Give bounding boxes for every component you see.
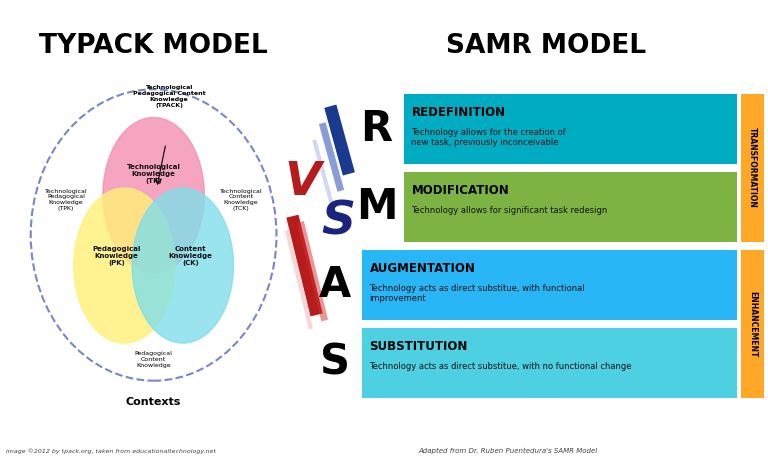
FancyBboxPatch shape xyxy=(404,172,737,242)
Text: Technology acts as direct substitue, with no functional change: Technology acts as direct substitue, wit… xyxy=(369,362,632,371)
Text: Technological
Pedagogical Content
Knowledge
(TPACK): Technological Pedagogical Content Knowle… xyxy=(133,85,205,108)
Text: TYPACK MODEL: TYPACK MODEL xyxy=(39,33,268,59)
Text: ENHANCEMENT: ENHANCEMENT xyxy=(748,290,756,357)
Text: A: A xyxy=(319,264,351,306)
FancyBboxPatch shape xyxy=(362,328,737,398)
FancyBboxPatch shape xyxy=(741,250,764,398)
Text: S: S xyxy=(321,199,356,244)
Text: Contexts: Contexts xyxy=(126,397,181,407)
Text: Content
Knowledge
(CK): Content Knowledge (CK) xyxy=(168,246,213,266)
FancyBboxPatch shape xyxy=(741,94,764,242)
Text: SUBSTITUTION: SUBSTITUTION xyxy=(369,340,468,353)
Text: Adapted from Dr. Ruben Puentedura's SAMR Model: Adapted from Dr. Ruben Puentedura's SAMR… xyxy=(419,447,598,454)
Circle shape xyxy=(132,188,233,343)
Text: Technological
Content
Knowledge
(TCK): Technological Content Knowledge (TCK) xyxy=(220,188,263,211)
Circle shape xyxy=(103,118,204,273)
Text: MODIFICATION: MODIFICATION xyxy=(412,184,509,197)
Text: M: M xyxy=(356,186,397,228)
Text: TRANSFORMATION: TRANSFORMATION xyxy=(748,127,756,208)
Text: REDEFINITION: REDEFINITION xyxy=(412,106,505,119)
Text: S: S xyxy=(319,342,349,384)
Text: Technological
Pedagogical
Knowledge
(TPK): Technological Pedagogical Knowledge (TPK… xyxy=(45,188,88,211)
Text: Technology acts as direct substitue, with functional
improvement: Technology acts as direct substitue, wit… xyxy=(369,284,585,303)
Text: Pedagogical
Knowledge
(PK): Pedagogical Knowledge (PK) xyxy=(93,246,141,266)
FancyBboxPatch shape xyxy=(362,250,737,320)
Text: image ©2012 by tpack.org, taken from educationaltechnology.net: image ©2012 by tpack.org, taken from edu… xyxy=(6,448,216,454)
FancyBboxPatch shape xyxy=(404,94,737,164)
Text: SAMR MODEL: SAMR MODEL xyxy=(446,33,646,59)
Text: R: R xyxy=(361,108,392,150)
Text: AUGMENTATION: AUGMENTATION xyxy=(369,262,475,275)
Text: Technology allows for the creation of
new task, previously inconceivable: Technology allows for the creation of ne… xyxy=(412,128,566,147)
Text: V: V xyxy=(285,160,321,205)
Circle shape xyxy=(74,188,175,343)
Text: Technological
Knowledge
(TK): Technological Knowledge (TK) xyxy=(127,164,180,184)
Text: Pedagogical
Content
Knowledge: Pedagogical Content Knowledge xyxy=(134,351,173,368)
Text: Technology allows for significant task redesign: Technology allows for significant task r… xyxy=(412,206,607,215)
